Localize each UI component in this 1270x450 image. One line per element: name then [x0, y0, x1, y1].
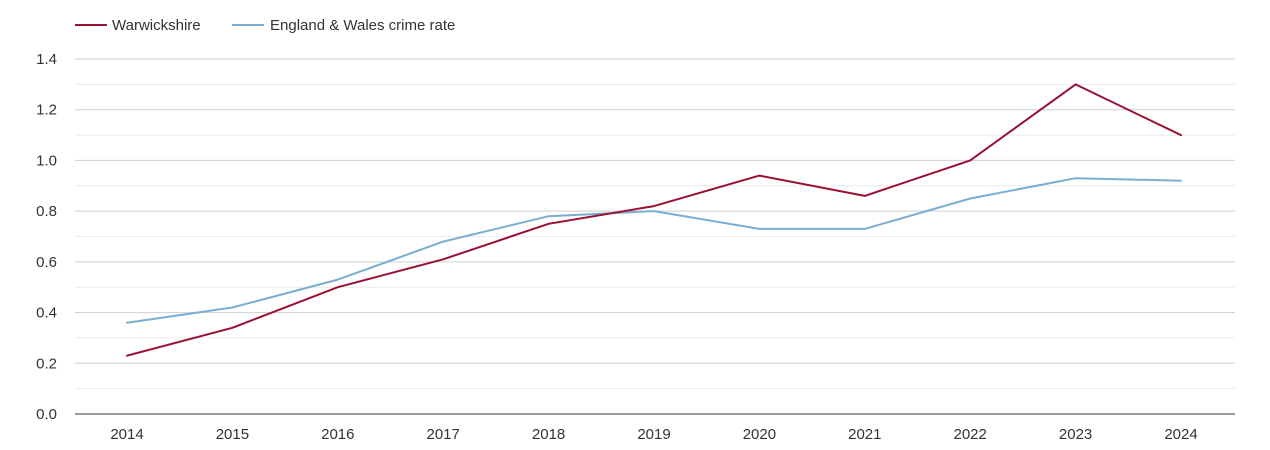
x-tick-label: 2015 [216, 426, 249, 443]
series-lines [126, 83, 1182, 357]
y-tick-label: 1.4 [36, 51, 57, 68]
x-tick-label: 2018 [532, 426, 565, 443]
series-line-warwickshire[interactable] [126, 83, 1182, 357]
legend-label-warwickshire: Warwickshire [112, 17, 201, 34]
legend-label-england-wales: England & Wales crime rate [270, 17, 455, 34]
x-tick-label: 2023 [1059, 426, 1092, 443]
y-tick-label: 0.0 [36, 406, 57, 423]
x-tick-label: 2022 [954, 426, 987, 443]
legend: Warwickshire England & Wales crime rate [75, 17, 455, 34]
y-tick-label: 0.8 [36, 203, 57, 220]
gridlines [75, 58, 1235, 390]
x-tick-label: 2021 [848, 426, 881, 443]
legend-item-warwickshire[interactable]: Warwickshire [75, 17, 201, 34]
y-tick-label: 1.0 [36, 152, 57, 169]
x-tick-label: 2019 [637, 426, 670, 443]
legend-item-england-wales[interactable]: England & Wales crime rate [232, 17, 455, 34]
x-tick-label: 2020 [743, 426, 776, 443]
x-tick-label: 2024 [1164, 426, 1197, 443]
y-tick-label: 0.6 [36, 254, 57, 271]
y-tick-label: 0.4 [36, 305, 57, 322]
x-tick-label: 2016 [321, 426, 354, 443]
y-axis: 0.0 0.2 0.4 0.6 0.8 1.0 1.2 1.4 [36, 51, 57, 423]
y-tick-label: 0.2 [36, 355, 57, 372]
x-axis: 2014 2015 2016 2017 2018 2019 2020 2021 2022 2023… [75, 413, 1235, 443]
y-tick-label: 1.2 [36, 102, 57, 119]
x-tick-label: 2017 [427, 426, 460, 443]
x-tick-label: 2014 [110, 426, 143, 443]
series-line-england-wales-crime-rate[interactable] [126, 177, 1182, 324]
